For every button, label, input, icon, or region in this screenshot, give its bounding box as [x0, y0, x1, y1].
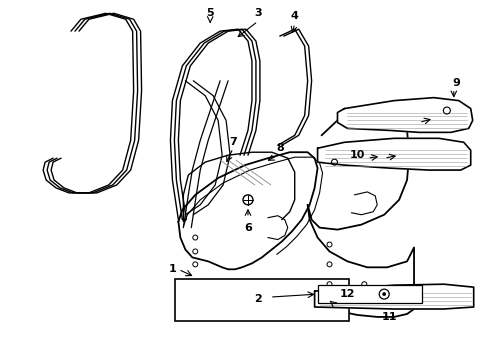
- Text: 1: 1: [169, 264, 176, 274]
- Text: 7: 7: [229, 137, 237, 147]
- Text: 11: 11: [381, 312, 397, 322]
- Bar: [318, 285, 422, 303]
- Text: 10: 10: [350, 150, 365, 160]
- Text: 3: 3: [254, 8, 262, 18]
- Polygon shape: [315, 284, 474, 309]
- Text: 4: 4: [291, 11, 298, 21]
- Polygon shape: [338, 98, 473, 132]
- Text: 12: 12: [340, 289, 355, 299]
- Bar: [175, 279, 349, 321]
- Circle shape: [383, 293, 386, 296]
- Text: 2: 2: [254, 294, 262, 304]
- Text: 8: 8: [276, 143, 284, 153]
- Text: 6: 6: [244, 222, 252, 233]
- Text: 5: 5: [206, 8, 214, 18]
- Polygon shape: [318, 138, 471, 170]
- Text: 9: 9: [453, 78, 461, 88]
